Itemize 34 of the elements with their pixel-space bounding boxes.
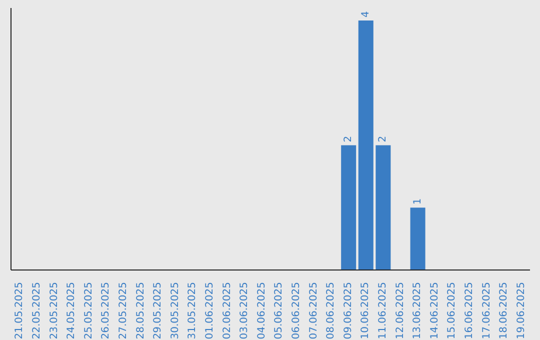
x-tick-label: 17.06.2025 — [481, 282, 492, 340]
x-tick-label: 09.06.2025 — [342, 282, 354, 340]
x-tick-label: 21.05.2025 — [14, 282, 26, 340]
x-tick-label: 29.05.2025 — [152, 282, 164, 340]
data-label: 4 — [360, 11, 372, 18]
x-tick-label: 11.06.2025 — [377, 282, 388, 340]
x-tick-label: 26.05.2025 — [100, 282, 112, 340]
x-tick-label: 06.06.2025 — [290, 282, 302, 340]
x-tick-label: 25.05.2025 — [83, 282, 94, 340]
x-tick-label: 19.06.2025 — [516, 282, 527, 340]
x-tick-label: 24.05.2025 — [66, 282, 78, 340]
data-label: 1 — [412, 198, 424, 205]
x-tick-label: 04.06.2025 — [256, 282, 268, 340]
x-tick-label: 14.06.2025 — [429, 282, 440, 340]
x-tick-label: 05.06.2025 — [274, 282, 285, 340]
data-label: 2 — [343, 136, 354, 142]
x-tick-label: 31.05.2025 — [187, 282, 198, 340]
data-label: 2 — [378, 136, 389, 142]
x-tick-label: 30.05.2025 — [170, 282, 181, 340]
x-tick-label: 07.06.2025 — [308, 282, 320, 340]
x-tick-label: 01.06.2025 — [204, 282, 216, 340]
x-tick-label: 23.05.2025 — [48, 282, 60, 340]
x-tick-label: 08.06.2025 — [326, 282, 337, 340]
x-tick-label: 13.06.2025 — [412, 282, 424, 340]
x-tick-label: 27.05.2025 — [118, 282, 129, 340]
x-tick-label: 28.05.2025 — [135, 282, 146, 340]
x-tick-label: 02.06.2025 — [222, 282, 233, 340]
x-tick-label: 15.06.2025 — [446, 282, 458, 340]
x-tick-label: 12.06.2025 — [394, 282, 406, 340]
x-tick-label: 03.06.2025 — [239, 282, 250, 340]
x-tick-label: 16.06.2025 — [464, 282, 475, 340]
x-tick-label: 18.06.2025 — [498, 282, 510, 340]
x-tick-label: 10.06.2025 — [360, 282, 372, 340]
x-tick-label: 22.05.2025 — [31, 282, 42, 340]
